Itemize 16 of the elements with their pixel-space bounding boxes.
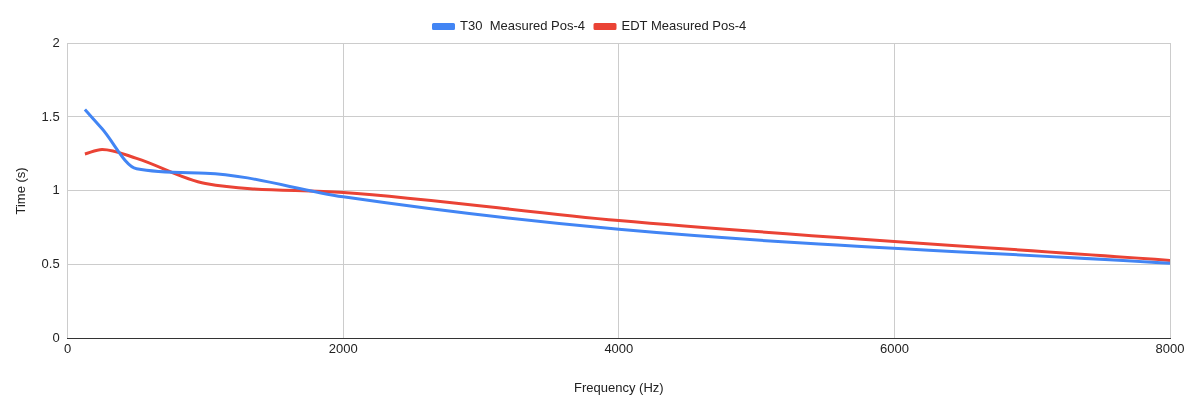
x-tick-label: 4000 [604, 341, 634, 357]
x-tick-label: 0 [64, 341, 72, 357]
x-tick-label: 2000 [328, 341, 358, 357]
x-axis-title: Frequency (Hz) [574, 379, 664, 395]
y-axis-title: Time (s) [13, 167, 29, 215]
y-tick-label: 0.5 [41, 256, 60, 272]
legend-label: EDT Measured Pos-4 [621, 18, 747, 34]
line-series [83, 147, 1170, 262]
x-tick-label: 8000 [1155, 341, 1185, 357]
y-tick-label: 2 [52, 34, 60, 50]
legend-label: T30 Measured Pos-4 [460, 18, 586, 34]
y-tick-label: 1 [52, 182, 60, 198]
x-tick-label: 6000 [879, 341, 909, 357]
y-tick-label: 0 [52, 330, 60, 346]
y-tick-label: 1.5 [41, 108, 60, 124]
line-series [83, 108, 1170, 265]
